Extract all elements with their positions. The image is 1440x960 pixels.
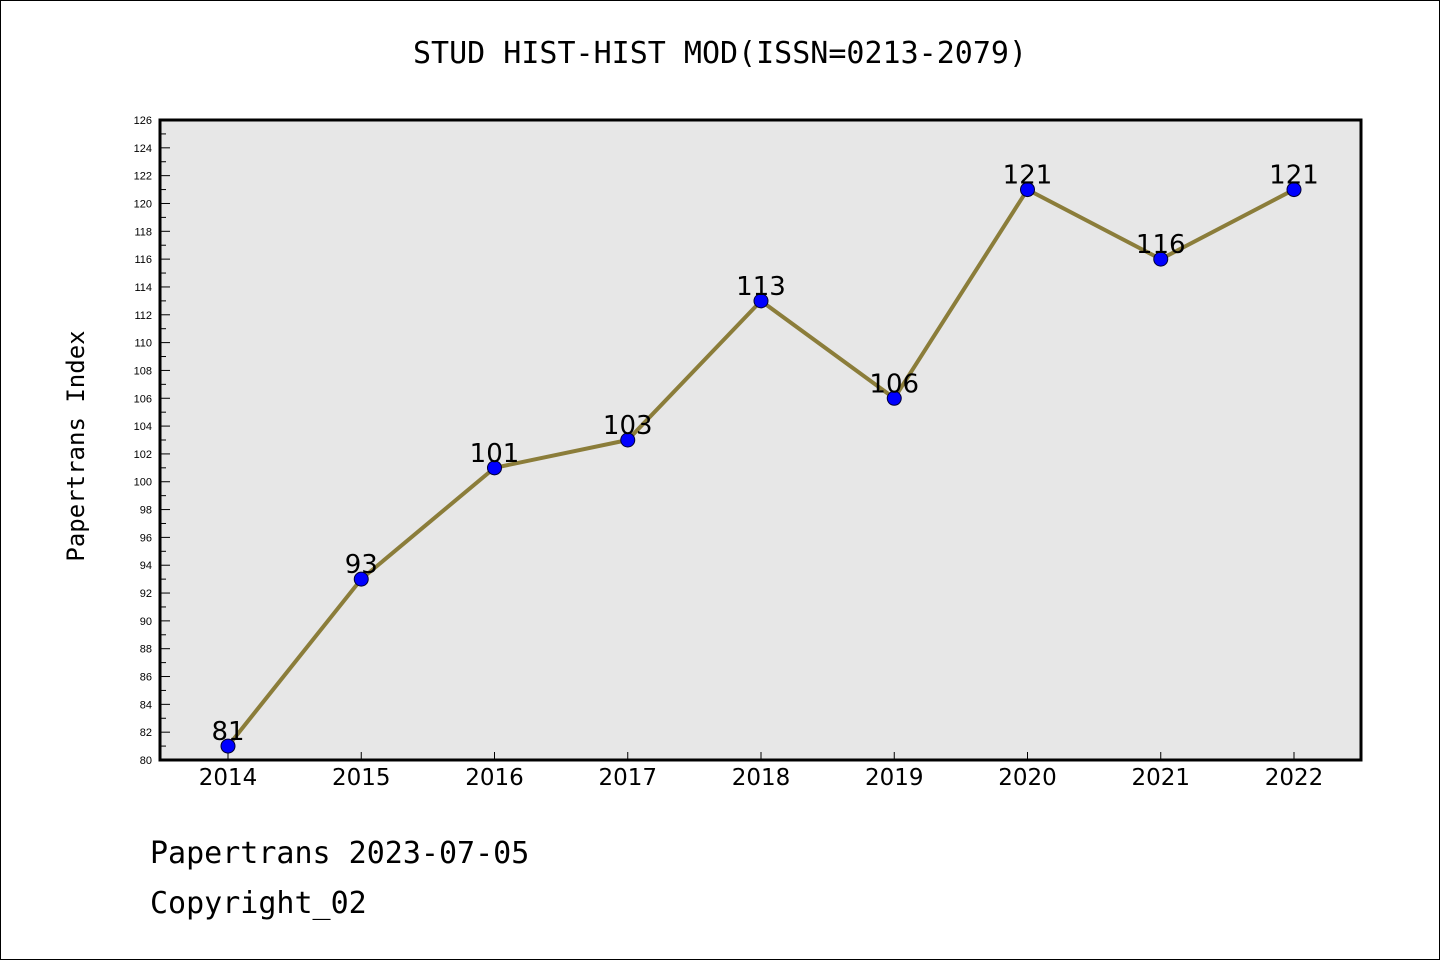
y-tick-label: 126 (134, 115, 152, 127)
y-tick-label: 96 (140, 532, 152, 544)
data-point (353, 571, 369, 587)
data-label: 93 (345, 550, 378, 580)
y-tick-label: 120 (134, 198, 152, 210)
series-layer (220, 182, 1302, 754)
data-point (886, 390, 902, 406)
y-tick-label: 94 (140, 560, 152, 572)
x-tick-label: 2016 (465, 765, 524, 791)
data-label: 121 (1003, 161, 1053, 191)
y-tick-label: 92 (140, 588, 152, 600)
x-tick-label: 2014 (199, 765, 258, 791)
data-labels: 81 93 101 103 113 106 121 116 121 (211, 161, 1318, 748)
x-axis-ticks: 2014 2015 2016 2017 2018 2019 2020 2021 2022 (199, 752, 1324, 791)
x-tick-label: 2022 (1265, 765, 1324, 791)
chart-title: STUD HIST-HIST MOD(ISSN=0213-2079) (412, 36, 1028, 71)
x-tick-label: 2018 (732, 765, 791, 791)
data-label: 101 (470, 439, 520, 469)
x-tick-label: 2020 (998, 765, 1057, 791)
data-point (487, 460, 502, 476)
y-tick-label: 104 (134, 421, 152, 433)
y-tick-label: 106 (134, 393, 152, 405)
data-label: 116 (1136, 230, 1186, 260)
data-point (620, 432, 636, 448)
plot-area (160, 120, 1361, 760)
data-label: 81 (211, 717, 244, 747)
data-point (1020, 182, 1035, 198)
plot-border (158, 118, 1363, 762)
y-tick-label: 108 (134, 365, 152, 377)
data-point (1286, 182, 1302, 198)
y-tick-label: 80 (140, 755, 152, 767)
x-tick-label: 2015 (332, 765, 391, 791)
y-tick-label: 90 (140, 616, 152, 628)
data-label: 103 (603, 411, 653, 441)
footer-source: Papertrans 2023-07-05 (150, 836, 530, 871)
y-tick-label: 88 (140, 644, 152, 656)
y-tick-label: 112 (134, 310, 152, 322)
data-point (1153, 251, 1169, 267)
data-point (220, 738, 236, 754)
y-tick-label: 122 (134, 171, 152, 183)
y-tick-label: 98 (140, 505, 152, 517)
y-tick-label: 100 (134, 477, 152, 489)
y-tick-label: 82 (140, 727, 152, 739)
x-tick-label: 2019 (865, 765, 924, 791)
y-axis-ticks: 80 82 84 86 88 90 92 94 96 98 100 102 104 106 108 110 11… (134, 115, 170, 767)
data-label: 106 (869, 369, 919, 399)
y-tick-label: 124 (134, 143, 152, 155)
x-tick-label: 2017 (598, 765, 657, 791)
data-point (753, 293, 769, 309)
y-tick-label: 114 (134, 282, 152, 294)
footer-copyright: Copyright_02 (150, 886, 367, 921)
x-tick-label: 2021 (1131, 765, 1190, 791)
y-tick-label: 102 (134, 449, 152, 461)
y-tick-label: 86 (140, 672, 152, 684)
y-tick-label: 118 (134, 226, 152, 238)
data-label: 121 (1269, 161, 1319, 191)
y-tick-label: 116 (134, 254, 152, 266)
y-tick-label: 110 (134, 338, 152, 350)
data-label: 113 (736, 272, 786, 302)
y-tick-label: 84 (140, 699, 152, 711)
